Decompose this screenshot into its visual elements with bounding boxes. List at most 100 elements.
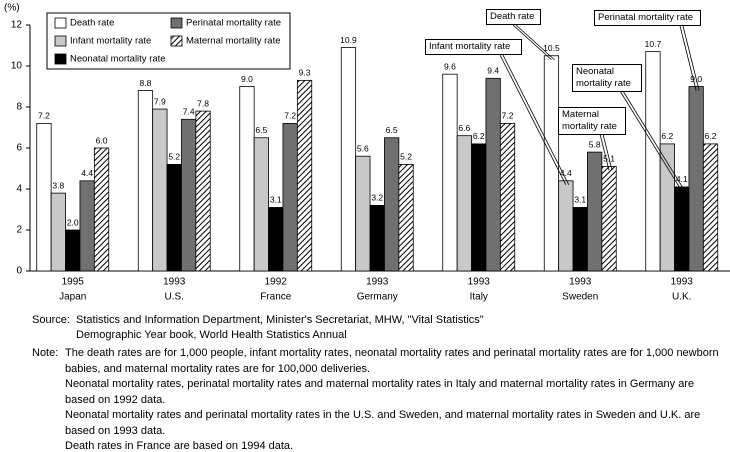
bar <box>674 186 690 272</box>
chart: (%) 0 2 4 6 8 10 12 1995 Japan 7.2 3.8 2.0 4.4 6.0 199… <box>4 3 730 303</box>
x-tick-label: 1993 <box>468 277 491 288</box>
bar <box>340 47 357 272</box>
x-tick-label: Sweden <box>562 292 598 303</box>
value-label: 6.5 <box>386 125 398 135</box>
bar <box>601 166 617 272</box>
bar <box>166 163 182 272</box>
callout-line <box>499 54 567 185</box>
bar <box>79 180 95 272</box>
y-axis-label: (%) <box>4 3 20 14</box>
bar <box>398 163 414 272</box>
callout-line <box>619 90 683 192</box>
note: Death rates in France are based on 1994 … <box>65 440 294 452</box>
value-label: 7.4 <box>183 107 195 117</box>
value-label: 6.5 <box>255 125 267 135</box>
note: Neonatal mortality rates and perinatal m… <box>65 409 701 437</box>
legend-swatch <box>54 17 67 29</box>
bar <box>572 207 588 272</box>
y-tick-label: 6 <box>16 143 22 154</box>
bar <box>36 123 52 272</box>
bar <box>195 110 211 272</box>
bar <box>93 147 110 272</box>
note: The death rates are for 1,000 people, in… <box>65 347 719 375</box>
callout-line <box>512 24 552 61</box>
callout-line <box>515 24 555 61</box>
legend-label: Neonatal mortality rate <box>70 54 166 65</box>
x-tick-label: 1993 <box>163 277 186 288</box>
value-label: 10.7 <box>645 39 662 49</box>
bar <box>688 86 704 272</box>
value-label: 3.2 <box>371 193 383 203</box>
x-tick-label: 1995 <box>62 277 85 288</box>
y-tick-label: 2 <box>16 225 22 236</box>
x-tick-label: 1992 <box>265 277 288 288</box>
value-label: 10.5 <box>543 43 560 53</box>
value-label: 7.2 <box>502 111 514 121</box>
value-label: 5.2 <box>168 152 180 162</box>
value-label: 6.0 <box>96 135 108 145</box>
value-label: 6.2 <box>705 131 717 141</box>
legend-label: Infant mortality rate <box>70 36 151 47</box>
legend-box <box>46 12 291 70</box>
legend-label: Death rate <box>70 18 114 29</box>
value-label: 6.2 <box>661 131 673 141</box>
x-tick-label: France <box>260 292 292 303</box>
bar <box>543 55 560 272</box>
value-label: 9.6 <box>444 61 456 71</box>
x-tick-label: Germany <box>357 292 398 303</box>
value-label: 9.3 <box>299 68 311 78</box>
value-label: 2.0 <box>67 217 79 227</box>
bar <box>50 192 66 272</box>
x-tick-label: 1993 <box>569 277 592 288</box>
value-label: 3.1 <box>574 195 586 205</box>
bar <box>499 123 516 272</box>
y-tick-label: 12 <box>11 20 23 31</box>
bar <box>558 180 574 272</box>
x-tick-label: 1993 <box>366 277 389 288</box>
value-label: 7.9 <box>154 96 166 106</box>
callout-line <box>622 90 686 192</box>
bar <box>282 123 298 272</box>
bar <box>369 204 385 272</box>
x-tick-label: U.K. <box>672 292 691 303</box>
value-label: 5.8 <box>589 139 601 149</box>
value-label: 9.0 <box>241 74 253 84</box>
bar <box>355 155 371 272</box>
annotation: Infant mortality rate <box>425 39 522 55</box>
value-label: 9.4 <box>487 66 499 76</box>
x-tick-label: Japan <box>59 292 86 303</box>
annotation: Perinatal mortality rate <box>594 10 701 26</box>
x-tick-label: 1993 <box>671 277 694 288</box>
source-label: Source: <box>32 314 70 326</box>
x-tick-label: Italy <box>470 292 488 303</box>
bar <box>442 73 458 272</box>
value-label: 3.1 <box>270 195 282 205</box>
bar <box>268 207 284 272</box>
bar <box>471 143 487 272</box>
value-label: 5.6 <box>357 143 369 153</box>
legend-label: Perinatal mortality rate <box>186 18 281 29</box>
bar <box>65 229 81 272</box>
bar <box>384 137 400 272</box>
callout-line <box>682 25 700 91</box>
y-tick-label: 4 <box>16 184 22 195</box>
y-tick-label: 0 <box>16 266 22 277</box>
callout-line <box>502 54 570 185</box>
value-label: 7.2 <box>38 111 50 121</box>
bar <box>152 108 168 272</box>
callout-line <box>599 133 610 171</box>
note-label: Note: <box>32 347 59 359</box>
bar <box>181 118 197 272</box>
x-tick-label: U.S. <box>165 292 184 303</box>
value-label: 4.4 <box>560 168 572 178</box>
value-label: 6.2 <box>473 131 485 141</box>
note: Neonatal mortality rates, perinatal mort… <box>65 378 695 406</box>
bar <box>587 151 603 272</box>
value-label: 5.2 <box>400 152 412 162</box>
value-label: 4.4 <box>81 168 93 178</box>
callout-line <box>602 133 613 171</box>
annotation: Neonatal mortality rate <box>572 64 642 92</box>
callout-line <box>679 25 697 91</box>
value-label: 7.8 <box>197 98 209 108</box>
